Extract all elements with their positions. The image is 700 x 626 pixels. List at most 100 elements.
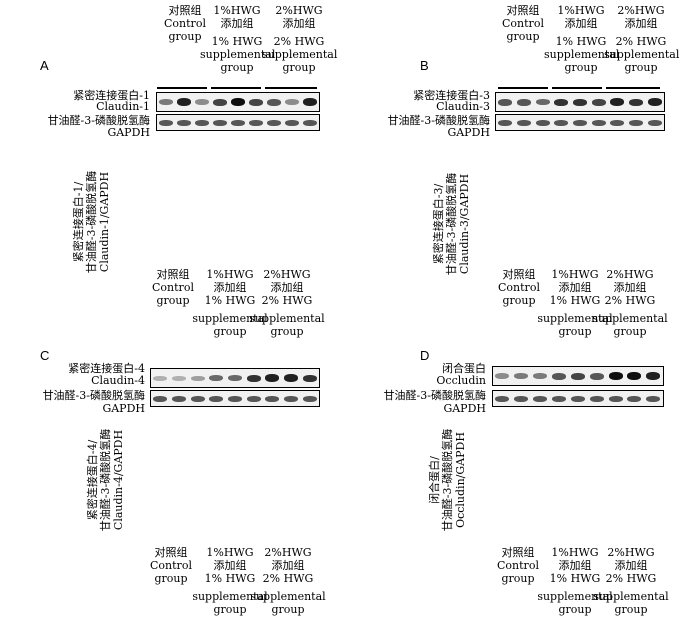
blot-band <box>627 396 641 402</box>
blot-band <box>533 373 547 379</box>
y-axis-title: 紧密连接蛋白-4/ 甘油醛-3-磷酸脱氢酶 Claudin-4/GAPDH <box>86 428 125 532</box>
protein-label-cn: 紧密连接蛋白-4 <box>68 362 145 375</box>
blot-band <box>247 375 261 382</box>
blot-band <box>213 120 227 126</box>
blot-band <box>159 120 173 126</box>
blot-band <box>573 99 587 106</box>
western-blot-target <box>156 92 320 112</box>
blot-band <box>627 372 641 380</box>
protein-label-cn: 紧密连接蛋白-1 <box>73 89 150 102</box>
significance-letter: b <box>517 190 524 203</box>
panel-letter-b: B <box>420 58 429 73</box>
blot-band <box>536 120 550 126</box>
bar <box>500 512 539 541</box>
blot-band <box>552 396 566 402</box>
blot-band <box>303 98 317 106</box>
blot-band <box>177 98 191 106</box>
gapdh-label-cn: 甘油醛-3-磷酸脱氢酶 <box>42 389 145 402</box>
blot-band <box>610 98 624 106</box>
western-blot-gapdh <box>495 114 665 131</box>
y-tick-label: 1.5 <box>122 175 140 188</box>
blot-band <box>514 373 528 379</box>
blot-band <box>609 372 623 380</box>
y-tick-label: 1.5 <box>471 174 489 187</box>
blot-band <box>303 375 317 382</box>
blot-band <box>498 99 512 106</box>
x-label-2hwg: 2%HWG 添加组 2% HWG supplemental group <box>593 546 669 616</box>
western-blot-target <box>150 368 320 388</box>
blot-band <box>610 120 624 126</box>
blot-band <box>554 99 568 106</box>
blot-band <box>285 99 299 105</box>
blot-band <box>191 376 205 381</box>
gapdh-label-cn: 甘油醛-3-磷酸脱氢酶 <box>383 389 486 402</box>
gapdh-label-en: GAPDH <box>107 126 150 139</box>
protein-label-en: Claudin-4 <box>91 374 145 387</box>
significance-letter: a <box>227 450 234 463</box>
bar <box>269 450 308 542</box>
blot-band <box>228 396 242 402</box>
gapdh-label-cn: 甘油醛-3-磷酸脱氢酶 <box>47 114 150 127</box>
bar <box>610 469 649 541</box>
y-tick-label: 1.0 <box>471 202 489 215</box>
significance-letter: a <box>626 448 633 461</box>
header-group-1hwg-left: 1%HWG 添加组 1% HWG supplemental group <box>200 4 276 74</box>
blot-band <box>265 396 279 402</box>
bar <box>211 172 250 267</box>
x-label-1hwg: 1%HWG 添加组 1% HWG supplemental group <box>537 546 613 616</box>
blot-band <box>592 99 606 106</box>
blot-band <box>514 396 528 402</box>
blot-band <box>247 396 261 402</box>
y-axis-title: 闭合蛋白/ 甘油醛-3-磷酸脱氢酶 Occludin/GAPDH <box>428 428 467 532</box>
y-tick-label: 2 <box>479 478 486 491</box>
blot-band <box>590 396 604 402</box>
y-tick-label: 0.5 <box>122 232 140 245</box>
blot-band <box>231 120 245 126</box>
x-label-2hwg: 2%HWG 添加组 2% HWG supplemental group <box>592 268 668 338</box>
x-label-1hwg: 1%HWG 添加组 1% HWG supplemental group <box>537 268 613 338</box>
y-tick-label: 2.0 <box>471 145 489 158</box>
x-label-2hwg: 2%HWG 添加组 2% HWG supplemental group <box>249 268 325 338</box>
y-tick-label: 2 <box>133 498 140 511</box>
bar <box>611 170 650 266</box>
bar <box>155 522 194 542</box>
header-group-2hwg-right: 2%HWG 添加组 2% HWG supplemental group <box>604 4 680 74</box>
significance-letter: b <box>516 495 523 508</box>
blot-band <box>495 373 509 379</box>
y-axis-title: 紧密连接蛋白-1/ 甘油醛-3-磷酸脱氢酶 Claudin-1/GAPDH <box>72 170 111 274</box>
western-blot-gapdh <box>150 390 320 407</box>
group-bar-line <box>211 87 261 89</box>
gapdh-label-en: GAPDH <box>102 402 145 415</box>
x-label-control: 对照组 Control group <box>497 546 539 585</box>
y-tick-label: 1.0 <box>122 203 140 216</box>
protein-label-en: Claudin-3 <box>436 100 490 113</box>
blot-band <box>209 375 223 381</box>
blot-band <box>571 396 585 402</box>
group-bar-line <box>498 87 548 89</box>
panel-letter-c: C <box>40 348 50 363</box>
protein-label-cn: 紧密连接蛋白-3 <box>413 89 490 102</box>
x-label-2hwg: 2%HWG 添加组 2% HWG supplemental group <box>250 546 326 616</box>
y-tick-label: 0.0 <box>122 260 140 273</box>
blot-band <box>177 120 191 126</box>
blot-band <box>590 373 604 380</box>
bar <box>501 207 540 266</box>
bar <box>268 197 307 267</box>
protein-label-en: Claudin-1 <box>96 100 150 113</box>
header-group-control-left: 对照组 Control group <box>164 4 206 43</box>
y-tick-label: 2.0 <box>122 146 140 159</box>
y-tick-label: 0.5 <box>471 231 489 244</box>
blot-band <box>646 372 660 380</box>
y-tick-label: 4 <box>479 422 486 435</box>
bar <box>156 208 195 267</box>
panel-letter-a: A <box>40 58 49 73</box>
blot-band <box>498 120 512 126</box>
gapdh-label-en: GAPDH <box>447 126 490 139</box>
blot-band <box>609 396 623 402</box>
blot-band <box>554 120 568 126</box>
x-label-control: 对照组 Control group <box>150 546 192 585</box>
blot-band <box>592 120 606 126</box>
significance-letter: a <box>627 150 634 163</box>
blot-band <box>172 376 186 381</box>
y-tick-label: 3 <box>479 450 486 463</box>
